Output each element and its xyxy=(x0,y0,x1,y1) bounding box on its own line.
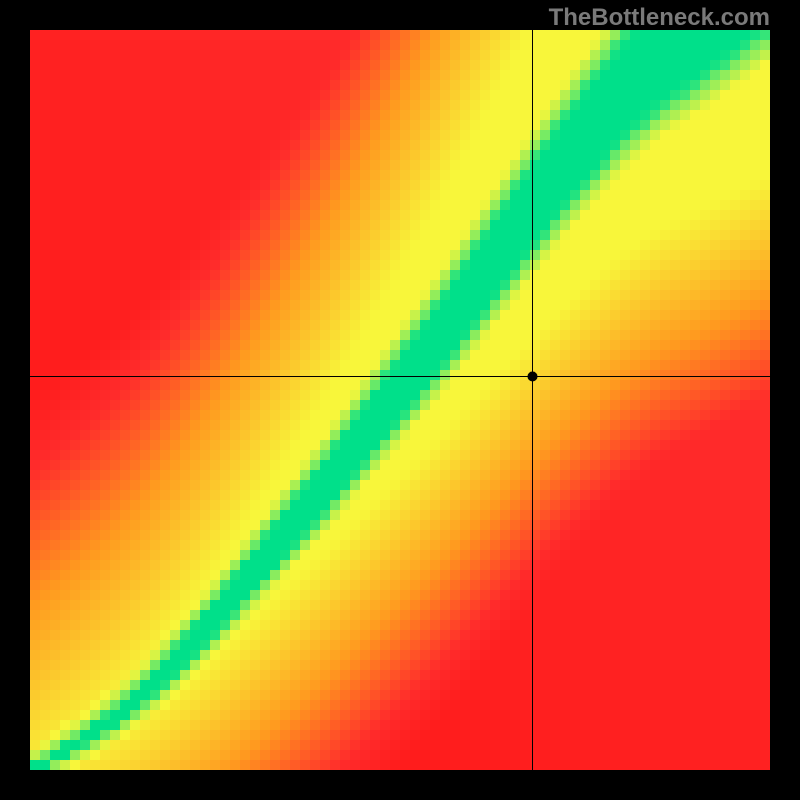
watermark-text: TheBottleneck.com xyxy=(549,4,770,32)
chart-container: { "type": "heatmap", "description": "Bot… xyxy=(0,0,800,800)
bottleneck-heatmap xyxy=(30,30,770,770)
